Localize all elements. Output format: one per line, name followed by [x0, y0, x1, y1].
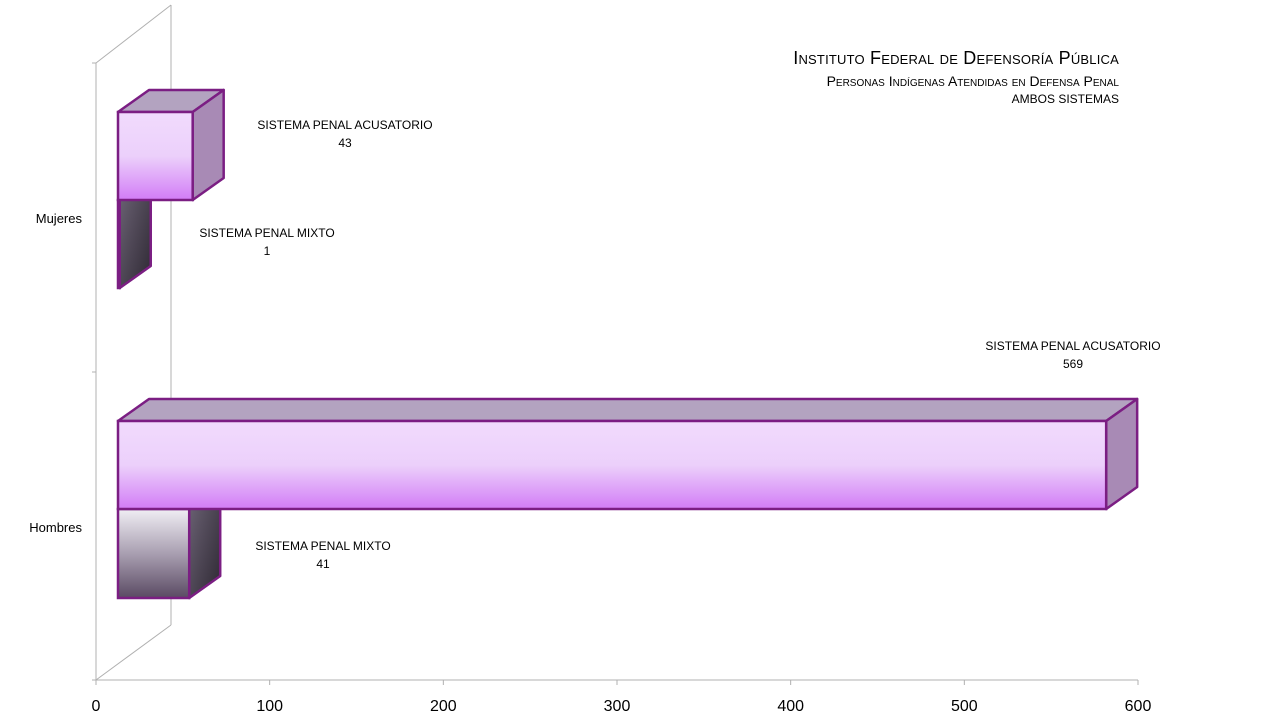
- wall-bottom-edge: [95, 624, 172, 681]
- bar-front-face: [116, 110, 194, 202]
- category-label: Hombres: [29, 520, 82, 535]
- x-tick-label: 100: [256, 698, 283, 715]
- bar-front-face: [116, 198, 121, 290]
- axes-layer: 0 100 200 300 400 500 600 Mujeres Hombres: [29, 4, 1152, 715]
- bar-top-face: [116, 397, 1139, 423]
- bars-layer: [116, 88, 1139, 600]
- wall-top-edge: [95, 4, 172, 64]
- bar-front-face: [116, 419, 1108, 511]
- x-tick-label: 600: [1125, 698, 1152, 715]
- x-tick-label: 0: [92, 698, 101, 715]
- category-label: Mujeres: [36, 211, 83, 226]
- data-label-mixto-value: 1: [264, 244, 271, 258]
- labels-layer: SISTEMA PENAL ACUSATORIO 43 SISTEMA PENAL …: [199, 118, 1160, 571]
- bar-front-face: [116, 507, 191, 600]
- x-tick-label: 500: [951, 698, 978, 715]
- bar-acusatorio: [116, 397, 1139, 511]
- data-label-acusatorio-value: 43: [338, 136, 352, 150]
- chart-subtitle: Personas Indígenas Atendidas en Defensa …: [826, 73, 1119, 89]
- chart-title: Instituto Federal de Defensoría Pública: [793, 48, 1119, 68]
- data-label-mixto-series-name: SISTEMA PENAL MIXTO: [255, 539, 390, 553]
- chart-subtitle-2: AMBOS SISTEMAS: [1011, 92, 1119, 106]
- data-label-acusatorio-series-name: SISTEMA PENAL ACUSATORIO: [257, 118, 432, 132]
- data-label-mixto-value: 41: [316, 557, 330, 571]
- x-tick-label: 400: [777, 698, 804, 715]
- data-label-acusatorio-series-name: SISTEMA PENAL ACUSATORIO: [985, 339, 1160, 353]
- x-tick-label: 200: [430, 698, 457, 715]
- bar-acusatorio: [116, 88, 225, 202]
- data-label-mixto-series-name: SISTEMA PENAL MIXTO: [199, 226, 334, 240]
- x-tick-label: 300: [604, 698, 631, 715]
- chart-title-block: Instituto Federal de Defensoría Pública …: [793, 48, 1119, 106]
- data-label-acusatorio-value: 569: [1063, 357, 1083, 371]
